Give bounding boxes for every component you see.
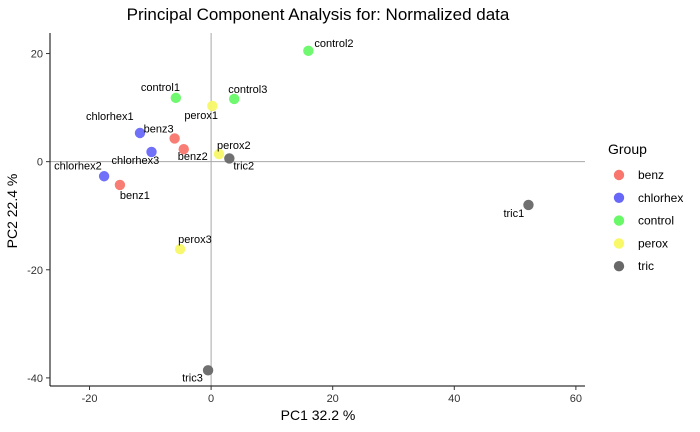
legend-title: Group bbox=[608, 141, 647, 157]
x-tick-label: 20 bbox=[327, 393, 339, 405]
point-benz2 bbox=[178, 144, 189, 155]
point-label-benz3: benz3 bbox=[144, 123, 174, 135]
point-label-chlorhex1: chlorhex1 bbox=[86, 111, 134, 123]
x-axis-title: PC1 32.2 % bbox=[281, 407, 356, 423]
point-labels: benz1 benz2 benz3 chlorhex1 chlorhex2 chlorhe… bbox=[54, 38, 524, 384]
point-benz1 bbox=[114, 179, 126, 191]
point-label-perox3: perox3 bbox=[178, 234, 212, 246]
x-tick-label: -20 bbox=[82, 393, 98, 405]
point-benz3 bbox=[169, 133, 180, 144]
legend-key-tric bbox=[613, 261, 625, 272]
point-perox2 bbox=[213, 148, 225, 160]
y-tick-label: 20 bbox=[31, 49, 43, 61]
legend-label-chlorhex: chlorhex bbox=[638, 191, 683, 205]
plot-area: -20 0 20 40 60 20 0 -20 -40 benz1 benz2 benz3 chlo… bbox=[27, 33, 585, 405]
legend-label-benz: benz bbox=[638, 168, 664, 182]
legend-key-chlorhex bbox=[613, 192, 625, 203]
point-label-perox1: perox1 bbox=[184, 110, 218, 122]
x-axis-ticks: -20 0 20 40 60 bbox=[82, 386, 582, 405]
point-control2 bbox=[303, 45, 314, 57]
x-tick-label: 40 bbox=[448, 393, 460, 405]
legend-key-benz bbox=[613, 169, 625, 181]
point-control3 bbox=[229, 93, 240, 105]
point-control1 bbox=[170, 92, 182, 104]
legend: Group benz chlorhex control perox tric bbox=[608, 141, 683, 273]
point-label-benz2: benz2 bbox=[178, 151, 208, 163]
legend-label-control: control bbox=[638, 214, 674, 228]
point-label-control3: control3 bbox=[228, 84, 267, 96]
point-chlorhex2 bbox=[98, 171, 110, 182]
point-label-control1: control1 bbox=[141, 82, 180, 94]
point-tric2 bbox=[224, 153, 235, 164]
x-tick-label: 60 bbox=[570, 393, 582, 405]
point-label-tric1: tric1 bbox=[503, 208, 524, 220]
point-label-benz1: benz1 bbox=[120, 190, 150, 202]
point-perox3 bbox=[174, 244, 186, 255]
point-chlorhex1 bbox=[134, 127, 146, 139]
legend-key-perox bbox=[613, 238, 625, 249]
y-tick-label: 0 bbox=[37, 157, 43, 169]
x-tick-label: 0 bbox=[208, 393, 214, 405]
legend-label-perox: perox bbox=[638, 236, 668, 250]
point-label-control2: control2 bbox=[314, 38, 353, 50]
y-axis-title: PC2 22.4 % bbox=[4, 174, 20, 249]
point-label-chlorhex2: chlorhex2 bbox=[54, 160, 102, 172]
point-label-chlorhex3: chlorhex3 bbox=[112, 155, 160, 167]
point-perox1 bbox=[207, 100, 218, 112]
point-label-tric3: tric3 bbox=[182, 372, 203, 384]
point-label-perox2: perox2 bbox=[217, 140, 251, 152]
point-chlorhex3 bbox=[146, 146, 157, 158]
y-tick-label: -20 bbox=[27, 265, 43, 277]
point-tric3 bbox=[202, 365, 214, 376]
point-label-tric2: tric2 bbox=[233, 160, 254, 172]
legend-label-tric: tric bbox=[638, 259, 654, 273]
point-tric1 bbox=[523, 199, 534, 211]
y-axis-ticks: 20 0 -20 -40 bbox=[27, 49, 50, 385]
legend-key-control bbox=[613, 215, 625, 226]
legend-items: benz chlorhex control perox tric bbox=[613, 168, 683, 273]
chart-title: Principal Component Analysis for: Normal… bbox=[127, 5, 510, 24]
data-points bbox=[98, 45, 534, 376]
y-tick-label: -40 bbox=[27, 373, 43, 385]
